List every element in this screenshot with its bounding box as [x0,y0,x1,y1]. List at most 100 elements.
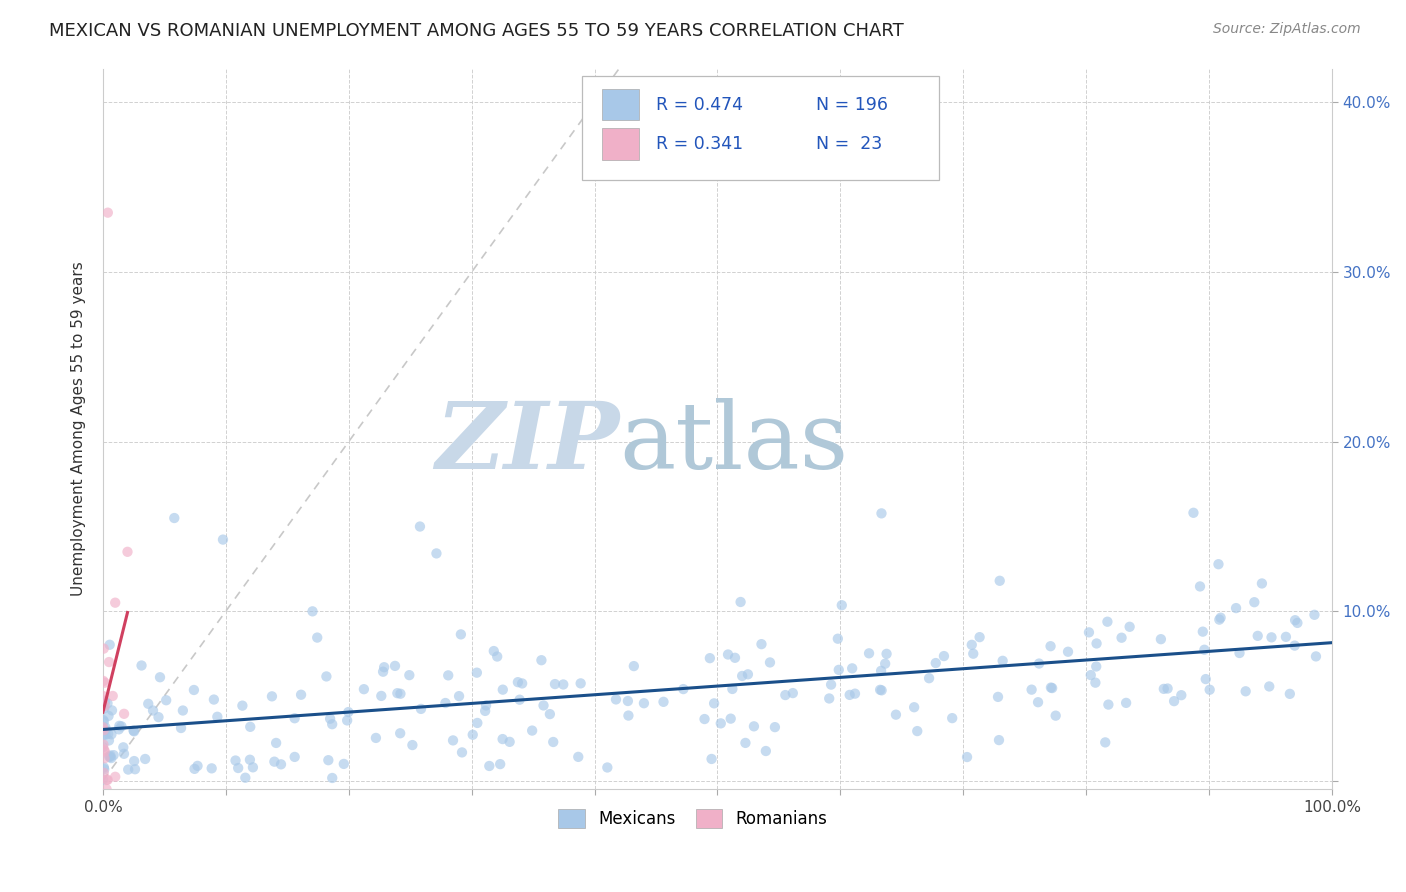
Point [506,675,529,690]
Point [544,677,567,691]
Point [491,732,513,747]
Point [1225,601,1247,615]
Point [605,692,627,706]
Point [110,719,132,733]
Point [93,765,115,780]
Point [567,750,589,764]
Point [93,760,115,774]
Point [148,710,170,724]
Point [1028,657,1050,671]
Point [553,677,575,691]
Point [122,723,145,738]
Point [827,632,849,646]
Point [91,713,114,727]
Point [730,595,752,609]
Point [389,687,412,701]
Point [465,665,488,680]
Point [509,692,531,706]
Point [962,647,984,661]
Point [290,688,312,702]
Point [721,681,744,696]
Point [903,700,925,714]
Point [117,763,139,777]
Point [617,694,640,708]
FancyBboxPatch shape [582,76,939,180]
Text: R = 0.474: R = 0.474 [657,95,742,113]
Point [782,686,804,700]
Point [108,719,131,733]
Point [1078,625,1101,640]
FancyBboxPatch shape [602,128,638,160]
Point [307,631,329,645]
Point [844,687,866,701]
Point [1021,682,1043,697]
Point [1229,646,1251,660]
Point [333,756,356,771]
Point [763,720,786,734]
Point [858,646,880,660]
Point [93,723,115,738]
Point [828,663,851,677]
Point [1085,659,1108,673]
Point [1284,639,1306,653]
Text: N =  23: N = 23 [815,136,882,153]
Point [134,752,156,766]
Point [94,723,117,738]
Point [98,655,121,669]
Point [441,733,464,747]
Point [384,659,406,673]
Point [451,746,474,760]
Point [731,669,754,683]
Point [841,661,863,675]
Point [1234,684,1257,698]
Point [474,704,496,718]
Point [117,545,139,559]
Point [371,665,394,679]
Y-axis label: Unemployment Among Ages 55 to 59 years: Unemployment Among Ages 55 to 59 years [72,261,86,596]
Point [91,720,114,734]
Point [475,698,498,713]
Point [112,740,135,755]
Point [482,644,505,658]
Point [96,697,118,711]
Point [465,715,488,730]
Point [226,761,249,775]
Point [93,742,115,756]
Point [94,728,117,742]
Point [742,719,765,733]
Point [101,689,124,703]
Point [838,688,860,702]
Point [870,683,893,698]
Point [136,697,159,711]
Point [941,711,963,725]
Point [231,698,253,713]
Point [97,772,120,787]
Point [755,744,778,758]
Point [486,649,509,664]
Point [918,671,941,685]
Point [172,704,194,718]
Text: Source: ZipAtlas.com: Source: ZipAtlas.com [1213,22,1361,37]
Point [183,762,205,776]
Point [353,682,375,697]
Point [987,690,1010,704]
Point [149,670,172,684]
Point [186,759,208,773]
Point [1045,708,1067,723]
Point [1084,675,1107,690]
Point [96,772,118,787]
Point [884,707,907,722]
Point [988,733,1011,747]
Point [700,752,723,766]
Point [1118,620,1140,634]
Point [91,740,114,755]
Point [956,750,979,764]
Text: N = 196: N = 196 [815,95,887,113]
Point [1039,681,1062,695]
Point [1097,615,1119,629]
Point [831,598,853,612]
Point [1278,687,1301,701]
Point [97,709,120,723]
Point [124,762,146,776]
Point [321,717,343,731]
